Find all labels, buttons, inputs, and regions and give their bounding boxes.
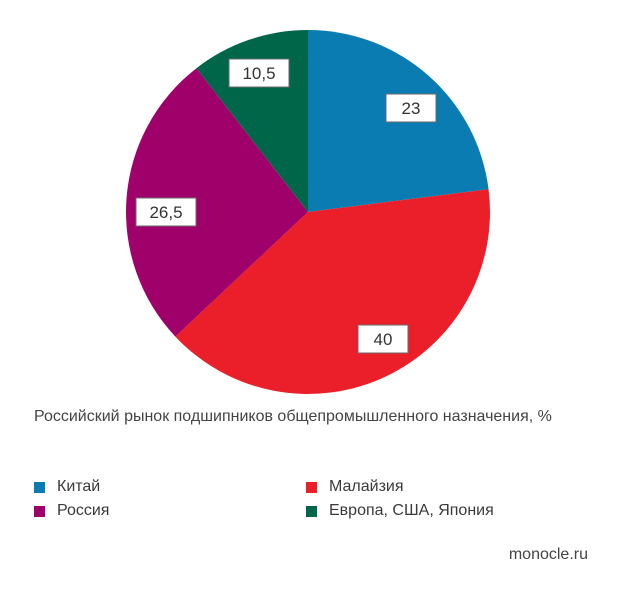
pie-slice-2 (175, 189, 490, 394)
value-label-box (357, 324, 409, 354)
value-label-box (135, 197, 197, 227)
legend-label: Россия (57, 502, 110, 519)
value-label-box (228, 58, 290, 88)
value-label-text: 40 (374, 330, 393, 349)
legend-swatch (34, 481, 45, 493)
value-label-1: 23 (385, 93, 437, 123)
legend-swatch (306, 481, 317, 493)
value-label-3: 26,5 (135, 197, 197, 227)
source-label: monocle.ru (508, 546, 588, 563)
legend-label: Малайзия (329, 478, 404, 495)
legend-item: Малайзия (306, 476, 404, 498)
legend-item: Китай (34, 476, 100, 498)
legend-item: Европа, США, Япония (306, 500, 494, 522)
legend: Китай Россия Малайзия Европа, США, Япония (34, 476, 594, 526)
legend-swatch (34, 505, 45, 517)
legend-swatch (306, 505, 317, 517)
legend-label: Китай (57, 478, 101, 495)
pie-chart: 23 40 26,5 10,5 (125, 29, 490, 394)
value-label-text: 10,5 (242, 64, 275, 83)
pie-value-labels: 23 40 26,5 10,5 (135, 58, 437, 354)
legend-label: Европа, США, Япония (329, 502, 494, 519)
value-label-4: 10,5 (228, 58, 290, 88)
legend-item: Россия (34, 500, 109, 522)
value-label-box (385, 93, 437, 123)
value-label-text: 23 (402, 99, 421, 118)
value-label-text: 26,5 (149, 203, 182, 222)
chart-title: Российский рынок подшипников общепромышл… (34, 408, 552, 425)
value-label-2: 40 (357, 324, 409, 354)
pie-slice-3 (125, 68, 308, 337)
